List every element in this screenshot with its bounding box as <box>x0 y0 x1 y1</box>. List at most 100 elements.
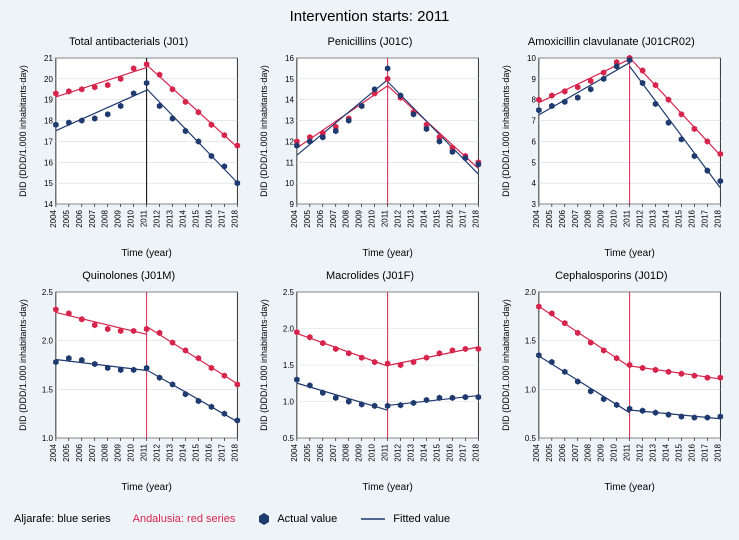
xtick-label: 2009 <box>596 443 605 461</box>
xtick-label: 2015 <box>433 209 442 227</box>
xtick-label: 2006 <box>75 443 84 461</box>
ytick-label: 0.5 <box>524 434 536 443</box>
xtick-label: 2010 <box>127 443 136 461</box>
xtick-label: 2011 <box>622 443 631 461</box>
xtick-label: 2014 <box>420 209 429 227</box>
ytick-label: 2.0 <box>524 288 536 297</box>
ytick-label: 1.5 <box>524 337 536 346</box>
xtick-label: 2004 <box>532 209 541 227</box>
ytick-label: 1.0 <box>524 385 536 394</box>
legend-actual-label: Actual value <box>277 513 337 525</box>
xtick-label: 2008 <box>101 209 110 227</box>
xtick-label: 2010 <box>609 443 618 461</box>
xtick-label: 2018 <box>230 443 239 461</box>
xtick-label: 2005 <box>545 209 554 227</box>
plot-svg: 1.01.52.02.52004200520062007200820092010… <box>14 286 243 496</box>
xtick-label: 2010 <box>609 209 618 227</box>
xtick-label: 2017 <box>459 209 468 227</box>
xtick-label: 2009 <box>114 209 123 227</box>
xtick-label: 2004 <box>290 443 299 461</box>
legend-blue-label: Aljarafe: blue series <box>14 513 111 525</box>
plot-svg: 3456789102004200520062007200820092010201… <box>497 52 726 262</box>
ytick-label: 3 <box>531 200 536 209</box>
xtick-label: 2018 <box>230 209 239 227</box>
xtick-label: 2014 <box>179 209 188 227</box>
xtick-label: 2016 <box>204 443 213 461</box>
xtick-label: 2013 <box>648 443 657 461</box>
plot-svg: 0.51.01.52.02004200520062007200820092010… <box>497 286 726 496</box>
xtick-label: 2007 <box>329 209 338 227</box>
xtick-label: 2018 <box>713 209 722 227</box>
xtick-label: 2012 <box>153 443 162 461</box>
xtick-label: 2012 <box>153 209 162 227</box>
xtick-label: 2013 <box>407 209 416 227</box>
ytick-label: 18 <box>44 117 53 126</box>
xtick-label: 2010 <box>368 209 377 227</box>
xtick-label: 2015 <box>674 443 683 461</box>
xtick-label: 2006 <box>75 209 84 227</box>
xtick-label: 2008 <box>583 209 592 227</box>
xtick-label: 2014 <box>661 209 670 227</box>
ytick-label: 2.0 <box>283 324 295 333</box>
xaxis-label: Time (year) <box>604 248 655 259</box>
xtick-label: 2015 <box>191 443 200 461</box>
chart-panel: Total antibacterials (J01)14151617181920… <box>14 36 243 262</box>
xaxis-label: Time (year) <box>121 248 172 259</box>
ytick-label: 6 <box>531 137 536 146</box>
panel-title: Macrolides (J01F) <box>255 270 484 282</box>
xtick-label: 2007 <box>570 209 579 227</box>
xtick-label: 2016 <box>204 209 213 227</box>
xtick-label: 2007 <box>570 443 579 461</box>
xtick-label: 2017 <box>700 209 709 227</box>
xtick-label: 2018 <box>472 209 481 227</box>
ytick-label: 21 <box>44 54 53 63</box>
chart-panel: Quinolones (J01M)1.01.52.02.520042005200… <box>14 270 243 496</box>
ytick-label: 16 <box>44 158 53 167</box>
xtick-label: 2005 <box>303 443 312 461</box>
xtick-label: 2011 <box>622 209 631 227</box>
plot-svg: 1415161718192021200420052006200720082009… <box>14 52 243 262</box>
xtick-label: 2008 <box>342 209 351 227</box>
xtick-label: 2014 <box>179 443 188 461</box>
xtick-label: 2015 <box>191 209 200 227</box>
ytick-label: 20 <box>44 75 53 84</box>
hexagon-icon <box>257 512 271 526</box>
xtick-label: 2018 <box>713 443 722 461</box>
ytick-label: 14 <box>44 200 53 209</box>
xtick-label: 2018 <box>472 443 481 461</box>
legend-fitted: Fitted value <box>359 512 450 526</box>
chart-panel: Cephalosporins (J01D) 0.5 1.0 1.5 2.0 2004 200… <box>497 270 726 496</box>
xtick-label: 2004 <box>49 209 58 227</box>
plot-svg: 0.51.01.52.02.52004200520062007200820092… <box>255 286 484 496</box>
xtick-label: 2012 <box>635 209 644 227</box>
ytick-label: 13 <box>285 117 294 126</box>
yaxis-label: DID (DDD/1.000 inhabitants·day) <box>501 65 511 197</box>
xtick-label: 2010 <box>127 209 136 227</box>
xaxis-label: Time (year) <box>121 482 172 493</box>
xtick-label: 2009 <box>596 209 605 227</box>
legend-blue-series: Aljarafe: blue series <box>14 513 111 525</box>
xtick-label: 2004 <box>532 443 541 461</box>
ytick-label: 14 <box>285 96 294 105</box>
legend-fitted-label: Fitted value <box>393 513 450 525</box>
ytick-label: 17 <box>44 137 53 146</box>
xtick-label: 2005 <box>62 443 71 461</box>
legend-actual: Actual value <box>257 512 337 526</box>
ytick-label: 12 <box>285 137 294 146</box>
xtick-label: 2009 <box>355 209 364 227</box>
xtick-label: 2011 <box>381 209 390 227</box>
figure-root: Intervention starts: 2011 Total antibact… <box>0 0 739 540</box>
xtick-label: 2004 <box>290 209 299 227</box>
ytick-label: 5 <box>531 158 536 167</box>
ytick-label: 16 <box>285 54 294 63</box>
ytick-label: 2.0 <box>42 337 54 346</box>
xtick-label: 2017 <box>459 443 468 461</box>
ytick-label: 2.5 <box>283 288 295 297</box>
xtick-label: 2006 <box>557 443 566 461</box>
xtick-label: 2011 <box>381 443 390 461</box>
xtick-label: 2013 <box>166 443 175 461</box>
xtick-label: 2005 <box>545 443 554 461</box>
xtick-label: 2004 <box>49 443 58 461</box>
panel-title: Cephalosporins (J01D) <box>497 270 726 282</box>
xtick-label: 2013 <box>407 443 416 461</box>
